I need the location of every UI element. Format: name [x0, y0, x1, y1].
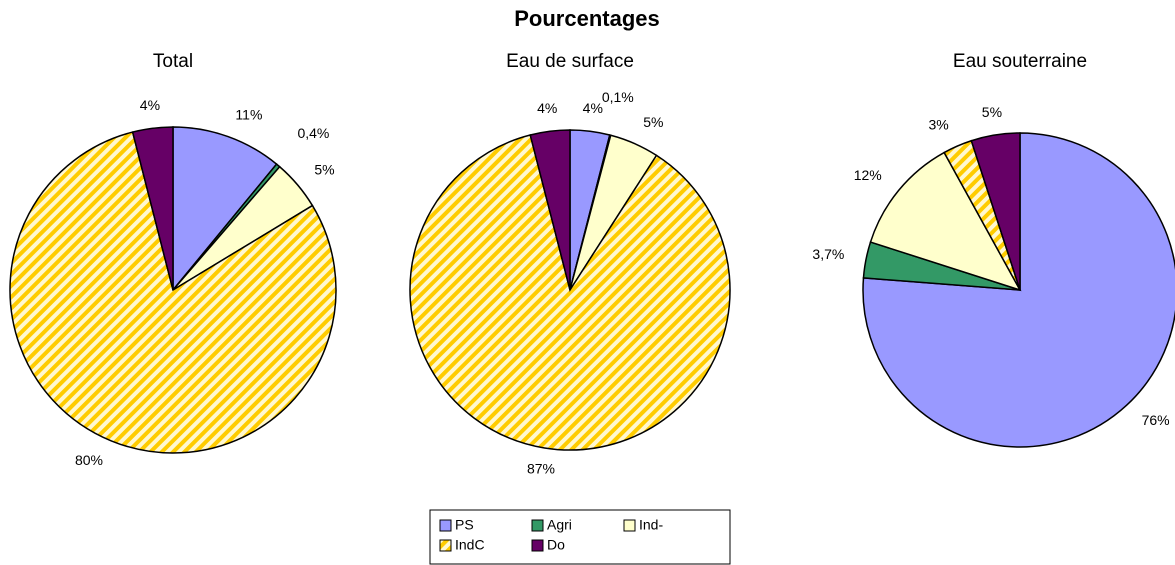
slice-label: 0,1%	[602, 89, 634, 105]
slice-label: 11%	[235, 107, 262, 123]
slice-label: 3,7%	[812, 246, 844, 262]
chart-title: Pourcentages	[514, 6, 660, 31]
legend-label: IndC	[455, 537, 485, 553]
slice-label: 87%	[527, 460, 555, 476]
legend-label: Do	[547, 537, 565, 553]
legend-swatch	[439, 519, 452, 532]
pie-slice	[172, 126, 278, 293]
legend-label: PS	[455, 517, 474, 533]
slice-label: 0,4%	[297, 125, 329, 141]
pie-slice	[970, 132, 1021, 291]
legend-swatch	[531, 519, 544, 532]
pie-slice	[9, 131, 337, 454]
pie-title: Eau de surface	[506, 51, 634, 72]
pie-title: Eau souterraine	[953, 51, 1087, 72]
slice-label: 4%	[583, 100, 603, 116]
pie-slice	[131, 126, 174, 291]
slice-label: 12%	[854, 167, 882, 183]
slice-label: 80%	[75, 452, 103, 468]
legend-label: Agri	[547, 517, 572, 533]
legend-label: Ind-	[639, 517, 663, 533]
slice-label: 3%	[928, 117, 948, 133]
pie-slice	[529, 129, 571, 291]
pie-slice	[409, 134, 731, 451]
legend-box	[429, 509, 731, 565]
legend-swatch	[623, 519, 636, 532]
slice-label: 76%	[1142, 412, 1170, 428]
pie-title: Total	[153, 51, 193, 72]
slice-label: 5%	[643, 114, 663, 130]
slice-label: 4%	[537, 100, 557, 116]
slice-label: 4%	[140, 97, 160, 113]
slice-label: 5%	[314, 161, 334, 177]
slice-label: 5%	[982, 104, 1002, 120]
pie-slice	[869, 151, 1022, 292]
legend-swatch	[531, 539, 544, 552]
legend-swatch	[439, 539, 452, 552]
